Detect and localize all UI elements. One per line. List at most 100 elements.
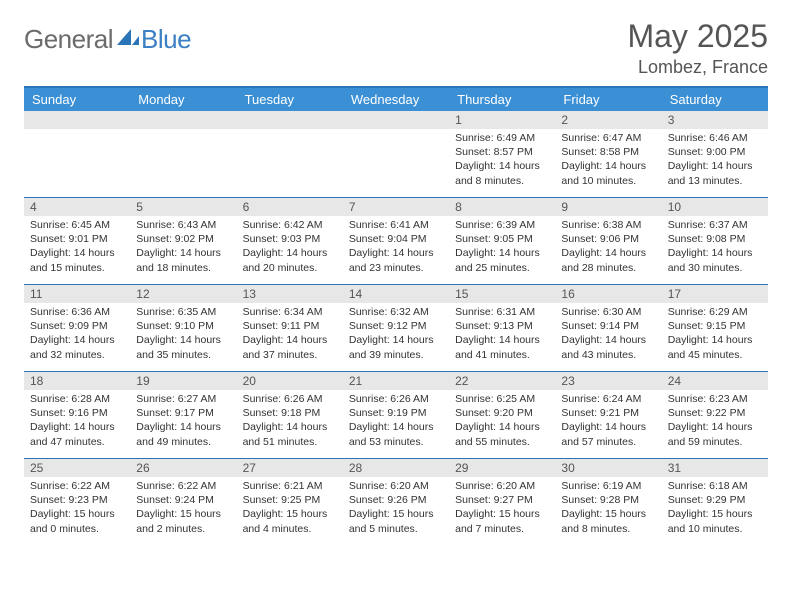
day-info-line: Daylight: 14 hours <box>30 246 124 260</box>
week-row: 11Sunrise: 6:36 AMSunset: 9:09 PMDayligh… <box>24 284 768 371</box>
day-info-line: Sunset: 9:27 PM <box>455 493 549 507</box>
day-number: 14 <box>343 285 449 303</box>
day-info-line: Daylight: 14 hours <box>561 333 655 347</box>
day-cell <box>343 111 449 197</box>
day-info-line: and 2 minutes. <box>136 522 230 536</box>
day-info-line: Daylight: 14 hours <box>455 246 549 260</box>
day-info-line: Sunrise: 6:26 AM <box>243 392 337 406</box>
day-number: 24 <box>662 372 768 390</box>
day-info-line: Daylight: 14 hours <box>349 246 443 260</box>
day-info-line: Daylight: 14 hours <box>243 420 337 434</box>
day-cell: 24Sunrise: 6:23 AMSunset: 9:22 PMDayligh… <box>662 372 768 458</box>
title-block: May 2025 Lombez, France <box>627 18 768 78</box>
day-header: Thursday <box>449 88 555 111</box>
day-info-line: Sunset: 9:10 PM <box>136 319 230 333</box>
day-body: Sunrise: 6:32 AMSunset: 9:12 PMDaylight:… <box>343 303 449 366</box>
day-info-line: Sunset: 9:18 PM <box>243 406 337 420</box>
day-info-line: Sunset: 9:16 PM <box>30 406 124 420</box>
week-row: 25Sunrise: 6:22 AMSunset: 9:23 PMDayligh… <box>24 458 768 545</box>
day-number: 13 <box>237 285 343 303</box>
day-info-line: Daylight: 15 hours <box>455 507 549 521</box>
day-info-line: Daylight: 14 hours <box>30 333 124 347</box>
day-body: Sunrise: 6:46 AMSunset: 9:00 PMDaylight:… <box>662 129 768 192</box>
day-body <box>343 129 449 135</box>
day-number <box>24 111 130 129</box>
day-header: Sunday <box>24 88 130 111</box>
day-body: Sunrise: 6:24 AMSunset: 9:21 PMDaylight:… <box>555 390 661 453</box>
day-info-line: Sunset: 9:17 PM <box>136 406 230 420</box>
day-info-line: Sunset: 9:22 PM <box>668 406 762 420</box>
calendar-grid: SundayMondayTuesdayWednesdayThursdayFrid… <box>24 86 768 545</box>
day-info-line: Sunrise: 6:34 AM <box>243 305 337 319</box>
day-info-line: Daylight: 14 hours <box>136 420 230 434</box>
day-info-line: Sunrise: 6:20 AM <box>349 479 443 493</box>
week-row: 4Sunrise: 6:45 AMSunset: 9:01 PMDaylight… <box>24 197 768 284</box>
day-info-line: Sunrise: 6:42 AM <box>243 218 337 232</box>
day-cell: 8Sunrise: 6:39 AMSunset: 9:05 PMDaylight… <box>449 198 555 284</box>
day-cell: 26Sunrise: 6:22 AMSunset: 9:24 PMDayligh… <box>130 459 236 545</box>
day-cell: 2Sunrise: 6:47 AMSunset: 8:58 PMDaylight… <box>555 111 661 197</box>
day-number: 28 <box>343 459 449 477</box>
day-info-line: Sunrise: 6:35 AM <box>136 305 230 319</box>
day-info-line: Sunrise: 6:21 AM <box>243 479 337 493</box>
day-cell: 3Sunrise: 6:46 AMSunset: 9:00 PMDaylight… <box>662 111 768 197</box>
day-number: 19 <box>130 372 236 390</box>
weeks-container: 1Sunrise: 6:49 AMSunset: 8:57 PMDaylight… <box>24 111 768 545</box>
day-cell <box>130 111 236 197</box>
day-info-line: and 20 minutes. <box>243 261 337 275</box>
day-number: 16 <box>555 285 661 303</box>
day-info-line: and 53 minutes. <box>349 435 443 449</box>
day-info-line: Sunrise: 6:45 AM <box>30 218 124 232</box>
page-header: General Blue May 2025 Lombez, France <box>24 18 768 78</box>
day-body: Sunrise: 6:25 AMSunset: 9:20 PMDaylight:… <box>449 390 555 453</box>
day-info-line: Sunset: 9:20 PM <box>455 406 549 420</box>
day-info-line: Sunset: 9:09 PM <box>30 319 124 333</box>
day-body: Sunrise: 6:31 AMSunset: 9:13 PMDaylight:… <box>449 303 555 366</box>
day-info-line: Daylight: 14 hours <box>243 333 337 347</box>
day-body: Sunrise: 6:22 AMSunset: 9:23 PMDaylight:… <box>24 477 130 540</box>
day-body: Sunrise: 6:26 AMSunset: 9:19 PMDaylight:… <box>343 390 449 453</box>
day-info-line: Sunrise: 6:47 AM <box>561 131 655 145</box>
day-number: 26 <box>130 459 236 477</box>
day-number: 27 <box>237 459 343 477</box>
day-body: Sunrise: 6:21 AMSunset: 9:25 PMDaylight:… <box>237 477 343 540</box>
day-info-line: Daylight: 14 hours <box>668 333 762 347</box>
brand-part2: Blue <box>141 24 191 55</box>
day-info-line: Sunrise: 6:18 AM <box>668 479 762 493</box>
day-info-line: and 41 minutes. <box>455 348 549 362</box>
day-info-line: Daylight: 14 hours <box>455 420 549 434</box>
day-number: 9 <box>555 198 661 216</box>
day-info-line: Sunset: 9:15 PM <box>668 319 762 333</box>
day-number: 8 <box>449 198 555 216</box>
day-header: Friday <box>555 88 661 111</box>
week-row: 1Sunrise: 6:49 AMSunset: 8:57 PMDaylight… <box>24 111 768 197</box>
brand-logo: General Blue <box>24 18 191 55</box>
day-cell <box>24 111 130 197</box>
day-body: Sunrise: 6:19 AMSunset: 9:28 PMDaylight:… <box>555 477 661 540</box>
day-header: Wednesday <box>343 88 449 111</box>
day-info-line: Sunset: 9:24 PM <box>136 493 230 507</box>
day-info-line: and 15 minutes. <box>30 261 124 275</box>
day-number: 25 <box>24 459 130 477</box>
day-cell: 23Sunrise: 6:24 AMSunset: 9:21 PMDayligh… <box>555 372 661 458</box>
day-body: Sunrise: 6:34 AMSunset: 9:11 PMDaylight:… <box>237 303 343 366</box>
day-info-line: and 45 minutes. <box>668 348 762 362</box>
day-body: Sunrise: 6:26 AMSunset: 9:18 PMDaylight:… <box>237 390 343 453</box>
day-info-line: and 10 minutes. <box>668 522 762 536</box>
day-info-line: Daylight: 15 hours <box>30 507 124 521</box>
day-cell: 22Sunrise: 6:25 AMSunset: 9:20 PMDayligh… <box>449 372 555 458</box>
day-info-line: Sunrise: 6:30 AM <box>561 305 655 319</box>
day-number: 30 <box>555 459 661 477</box>
day-cell: 31Sunrise: 6:18 AMSunset: 9:29 PMDayligh… <box>662 459 768 545</box>
day-info-line: Daylight: 15 hours <box>561 507 655 521</box>
day-body: Sunrise: 6:20 AMSunset: 9:27 PMDaylight:… <box>449 477 555 540</box>
day-cell: 5Sunrise: 6:43 AMSunset: 9:02 PMDaylight… <box>130 198 236 284</box>
day-info-line: and 18 minutes. <box>136 261 230 275</box>
day-cell: 1Sunrise: 6:49 AMSunset: 8:57 PMDaylight… <box>449 111 555 197</box>
day-info-line: Sunset: 9:29 PM <box>668 493 762 507</box>
day-info-line: Daylight: 15 hours <box>668 507 762 521</box>
day-body: Sunrise: 6:22 AMSunset: 9:24 PMDaylight:… <box>130 477 236 540</box>
day-cell: 11Sunrise: 6:36 AMSunset: 9:09 PMDayligh… <box>24 285 130 371</box>
day-body: Sunrise: 6:47 AMSunset: 8:58 PMDaylight:… <box>555 129 661 192</box>
day-info-line: and 39 minutes. <box>349 348 443 362</box>
